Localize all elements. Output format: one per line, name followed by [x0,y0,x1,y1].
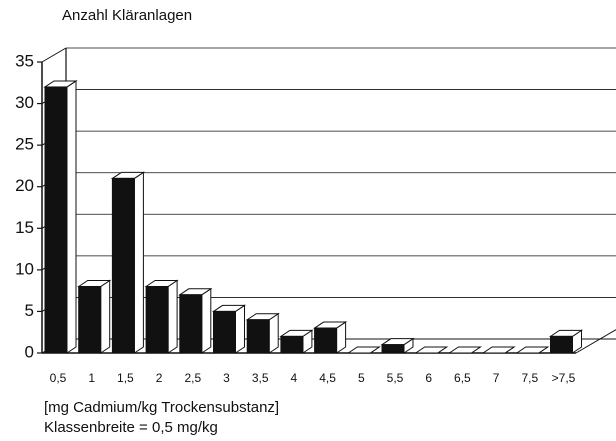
x-tick-label: 1,5 [117,371,134,385]
bar-front [381,344,405,354]
x-tick-label: 4 [291,371,298,385]
y-tick-label: 20 [15,176,34,195]
bar-top [481,346,516,354]
bar [245,312,280,354]
x-tick-label: 2 [156,371,163,385]
bar [211,304,247,354]
bar-side [268,312,279,354]
y-tick-label: 30 [15,93,34,112]
bar-front [179,294,203,354]
bar-front [314,327,338,354]
bar [515,346,550,354]
y-axis-label: Anzahl Kläranlagen [62,7,192,24]
y-tick-label: 35 [15,51,34,70]
x-tick-label: 3 [223,371,230,385]
x-axis-label: [mg Cadmium/kg Trockensubstanz] [44,399,279,416]
x-tick-label: 2,5 [184,371,201,385]
bar [447,346,483,354]
bar [346,346,381,354]
x-tick-label: 7 [493,371,500,385]
y-tick-label: 0 [25,342,34,361]
bar-side [66,80,77,354]
y-tick-label: 15 [15,218,34,237]
y-tick-label: 5 [25,301,34,320]
bar [77,279,112,354]
bar [380,337,415,354]
bar [548,329,584,354]
bar-side [201,287,212,354]
x-tick-label: 6 [425,371,432,385]
bar [481,346,516,354]
bar-top [414,346,449,354]
bar-side [235,304,245,354]
bar-front [280,335,304,354]
bar-front [145,285,169,354]
x-tick-label: 6,5 [454,371,471,385]
bar-side [100,279,111,354]
bar [414,346,449,354]
bar [43,80,78,354]
x-tick-label: >7,5 [552,371,576,385]
axis-line [575,329,616,354]
x-tick-label: 3,5 [252,371,269,385]
bar-side [167,279,178,354]
bar-front [78,285,102,354]
bar-front [44,86,68,354]
bar-front [213,310,236,354]
bar-top [515,346,550,354]
x-tick-label: 0,5 [50,371,67,385]
x-tick-label: 5 [358,371,365,385]
y-tick-label: 25 [15,135,34,154]
grid-line [41,47,67,63]
bar-front [246,319,270,354]
bar-front [111,177,135,354]
bar-top [346,346,381,354]
bar-front [550,335,573,354]
bar [279,329,314,354]
bar-top [447,346,483,354]
x-axis-label: Klassenbreite = 0,5 mg/kg [44,419,218,436]
bar [312,321,348,354]
y-tick-label: 10 [15,259,34,278]
x-tick-label: 4,5 [319,371,336,385]
x-tick-label: 1 [88,371,95,385]
bar [110,171,146,354]
bar [144,279,179,354]
bar-side [133,171,144,354]
bar [178,287,213,354]
x-tick-label: 5,5 [387,371,404,385]
x-tick-label: 7,5 [521,371,538,385]
